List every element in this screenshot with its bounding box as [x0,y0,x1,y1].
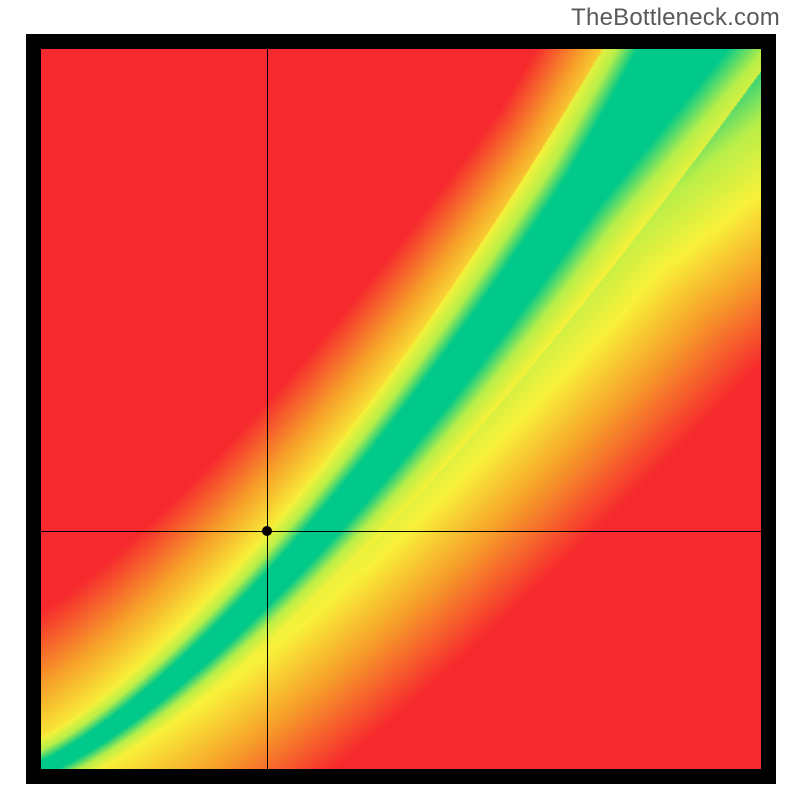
crosshair-vertical [267,49,268,769]
selection-dot [262,526,272,536]
chart-frame [26,34,776,784]
bottleneck-heatmap [41,49,761,769]
crosshair-horizontal [41,531,761,532]
watermark-text: TheBottleneck.com [571,4,780,32]
